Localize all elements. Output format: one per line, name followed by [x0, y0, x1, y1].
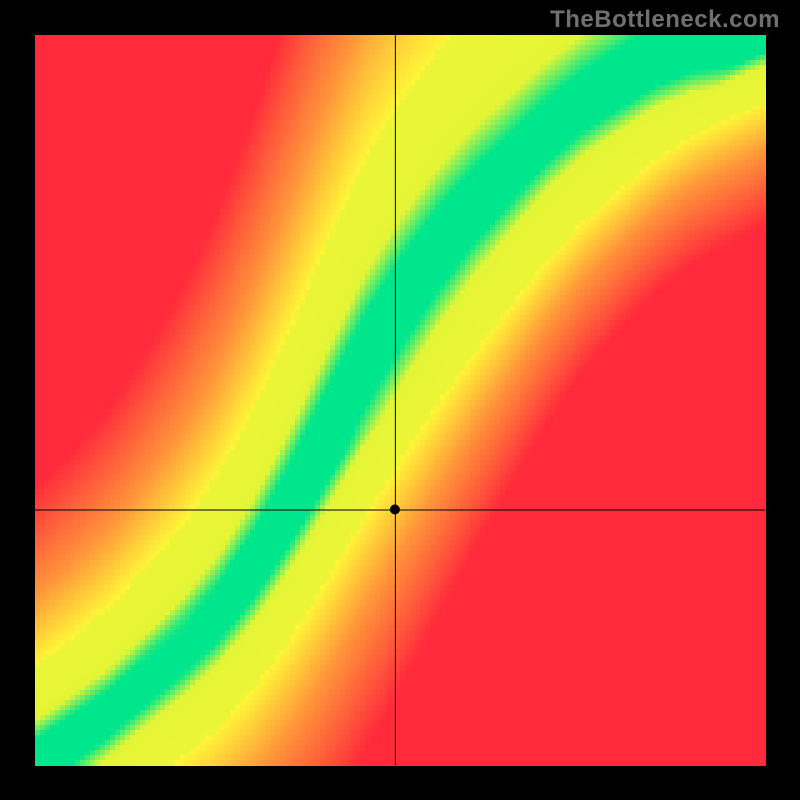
chart-container: { "watermark": "TheBottleneck.com", "can… — [0, 0, 800, 800]
watermark-text: TheBottleneck.com — [550, 6, 780, 34]
heatmap-canvas — [0, 0, 800, 800]
